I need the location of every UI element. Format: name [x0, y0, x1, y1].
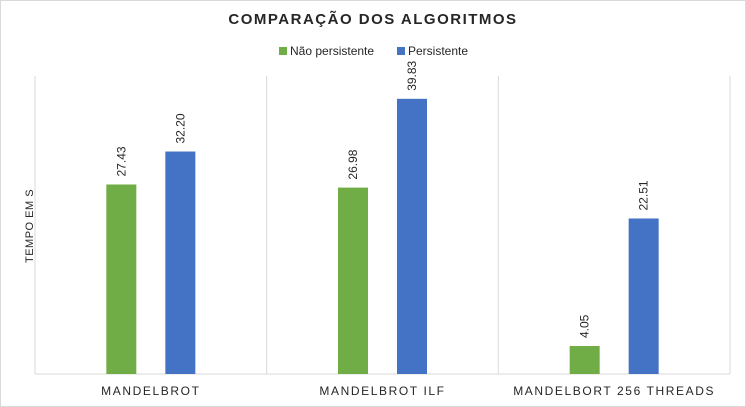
- bars: [106, 98, 659, 374]
- bar-persistente-2: [628, 218, 659, 374]
- data-label: 32.20: [173, 113, 187, 143]
- y-axis-label: TEMPO EM S: [24, 189, 36, 263]
- category-label: MANDELBORT 256 THREADS: [513, 384, 715, 398]
- legend-label-persistente: Persistente: [408, 44, 468, 58]
- data-label: 27.43: [114, 146, 128, 176]
- legend-swatch-persistente: [397, 47, 405, 55]
- category-labels: MANDELBROT MANDELBROT ILF MANDELBORT 256 T…: [101, 384, 715, 398]
- legend-swatch-nao-persistente: [279, 47, 287, 55]
- data-label: 26.98: [346, 149, 360, 179]
- bar-persistente-0: [165, 151, 196, 374]
- legend-label-nao-persistente: Não persistente: [290, 44, 374, 58]
- bar-nao-persistente-2: [569, 346, 600, 374]
- chart-title: COMPARAÇÃO DOS ALGORITMOS: [228, 10, 517, 28]
- bar-nao-persistente-1: [338, 187, 368, 374]
- data-labels: 27.43 32.20 26.98 39.83 4.05 22.51: [114, 60, 650, 338]
- bar-persistente-1: [397, 98, 427, 374]
- data-label: 39.83: [405, 60, 419, 90]
- category-label: MANDELBROT: [101, 384, 200, 398]
- data-label: 22.51: [637, 180, 651, 210]
- category-separators: [34, 76, 731, 374]
- legend: Não persistente Persistente: [279, 44, 468, 58]
- category-label: MANDELBROT ILF: [319, 384, 445, 398]
- data-label: 4.05: [578, 314, 592, 338]
- bar-nao-persistente-0: [106, 184, 137, 374]
